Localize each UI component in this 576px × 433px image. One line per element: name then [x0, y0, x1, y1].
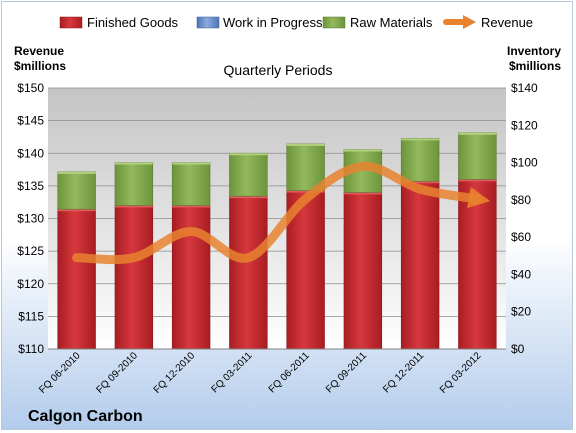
legend-swatch-work-in-progress: [196, 16, 220, 29]
bar-raw-materials: [458, 132, 497, 180]
bar-finished-goods: [400, 180, 440, 350]
bar-top-raw-materials: [343, 149, 382, 152]
legend-swatch-raw-materials: [322, 16, 346, 29]
bar-top-raw-materials: [286, 143, 325, 146]
right-tick-label: $80: [511, 193, 531, 207]
left-tick-label: $125: [17, 244, 44, 258]
bar-finished-goods: [171, 205, 211, 350]
bar-top-finished-goods: [172, 205, 211, 208]
chart-title: Quarterly Periods: [224, 62, 333, 78]
left-tick-label: $145: [17, 114, 44, 128]
bar-top-raw-materials: [401, 138, 440, 141]
left-tick-label: $130: [17, 212, 44, 226]
left-tick-label: $150: [17, 81, 44, 95]
bar-raw-materials: [114, 162, 154, 206]
bar-finished-goods: [57, 208, 96, 350]
bar-finished-goods: [343, 192, 383, 350]
left-axis-ticks: $110 $115 $120 $125 $130 $135 $140 $145 $150: [17, 81, 44, 356]
left-tick-label: $140: [17, 146, 44, 160]
left-tick-label: $120: [17, 277, 44, 291]
legend: Finished Goods Work in Progress Raw Mate…: [59, 15, 533, 30]
right-axis-ticks: $0 $20 $40 $60 $80 $100 $120 $140: [511, 81, 538, 356]
bar-raw-materials: [400, 138, 440, 182]
bar-top-raw-materials: [458, 132, 497, 135]
legend-label-raw-materials: Raw Materials: [350, 15, 433, 30]
bar-raw-materials: [286, 143, 325, 191]
left-tick-label: $115: [18, 309, 44, 323]
bar-top-raw-materials: [57, 171, 96, 174]
bar-raw-materials: [171, 162, 211, 206]
bar-top-finished-goods: [286, 190, 325, 193]
bar-top-finished-goods: [114, 205, 153, 208]
legend-swatch-finished-goods: [59, 16, 83, 29]
bar-top-finished-goods: [57, 209, 96, 212]
company-name: Calgon Carbon: [28, 408, 143, 425]
right-tick-label: $100: [511, 156, 538, 170]
right-axis-title-line1: Inventory: [507, 44, 561, 58]
bar-finished-goods: [229, 195, 268, 350]
right-axis-title-line2: $millions: [509, 59, 561, 73]
legend-label-finished-goods: Finished Goods: [87, 15, 179, 30]
left-tick-label: $135: [17, 179, 44, 193]
bar-top-finished-goods: [229, 196, 268, 199]
bar-raw-materials: [57, 171, 96, 210]
right-tick-label: $140: [511, 81, 538, 95]
bar-finished-goods: [114, 205, 154, 350]
right-tick-label: $20: [511, 305, 531, 319]
bar-top-finished-goods: [458, 179, 497, 182]
bar-top-finished-goods: [343, 192, 382, 195]
bar-top-raw-materials: [172, 162, 211, 165]
left-axis-title-line1: Revenue: [14, 44, 64, 58]
bar-top-finished-goods: [401, 181, 440, 184]
bar-finished-goods: [458, 179, 497, 350]
right-tick-label: $60: [511, 230, 531, 244]
bar-raw-materials: [229, 152, 268, 197]
legend-label-work-in-progress: Work in Progress: [223, 15, 323, 30]
legend-arrow-icon: [463, 15, 476, 29]
bar-top-raw-materials: [114, 162, 153, 165]
right-tick-label: $0: [511, 342, 525, 356]
left-tick-label: $110: [18, 342, 44, 356]
right-tick-label: $40: [511, 267, 531, 281]
bars: [57, 132, 497, 350]
legend-label-revenue: Revenue: [481, 15, 533, 30]
revenue-line-path: [72, 161, 491, 265]
right-tick-label: $120: [511, 118, 538, 132]
revenue-line: [72, 161, 491, 265]
left-axis-title-line2: $millions: [14, 59, 66, 73]
bar-top-raw-materials: [229, 153, 268, 156]
